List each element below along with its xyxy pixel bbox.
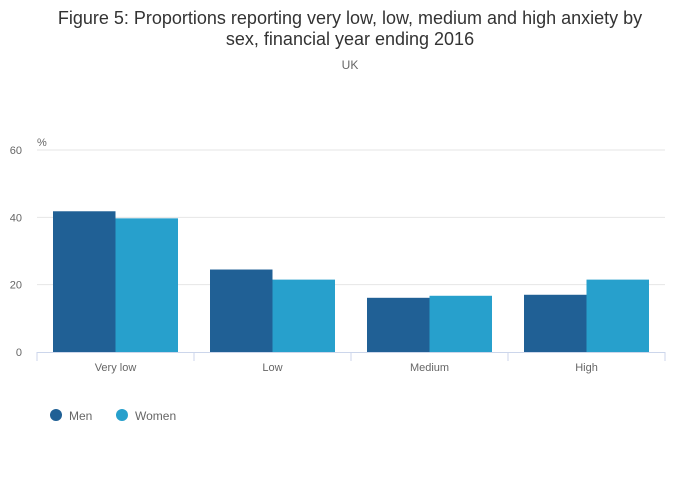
bar-men-low[interactable]	[210, 269, 273, 352]
legend[interactable]: Men Women	[50, 409, 176, 423]
bar-women-very-low[interactable]	[115, 218, 179, 352]
bar-women-medium[interactable]	[429, 295, 493, 352]
chart-title-line-1: Figure 5: Proportions reporting very low…	[58, 8, 642, 28]
y-axis-ticks: 0 20 40 60	[10, 145, 22, 359]
y-tick-label: 20	[10, 280, 22, 292]
bar-men-medium[interactable]	[367, 297, 430, 352]
bar-men-high[interactable]	[524, 294, 587, 352]
legend-item-women[interactable]: Women	[116, 409, 176, 423]
y-axis-unit: %	[37, 137, 47, 149]
x-axis: Very low Low Medium High	[36, 352, 666, 374]
bar-women-low[interactable]	[272, 279, 336, 352]
x-tick-label: High	[575, 362, 598, 374]
legend-label: Women	[135, 409, 176, 423]
bar-men-very-low[interactable]	[53, 211, 116, 352]
y-tick-label: 60	[10, 145, 22, 157]
legend-marker	[116, 409, 128, 421]
legend-label: Men	[69, 409, 92, 423]
legend-item-men[interactable]: Men	[50, 409, 92, 423]
y-tick-label: 0	[16, 347, 22, 359]
y-tick-label: 40	[10, 212, 22, 224]
x-tick-label: Low	[262, 362, 282, 374]
x-tick-label: Medium	[410, 362, 449, 374]
bars	[53, 211, 649, 352]
x-tick-label: Very low	[95, 362, 137, 374]
bar-women-high[interactable]	[586, 279, 650, 352]
legend-marker	[50, 409, 62, 421]
chart-title-line-2: sex, financial year ending 2016	[226, 29, 474, 49]
chart-subtitle: UK	[342, 58, 359, 72]
